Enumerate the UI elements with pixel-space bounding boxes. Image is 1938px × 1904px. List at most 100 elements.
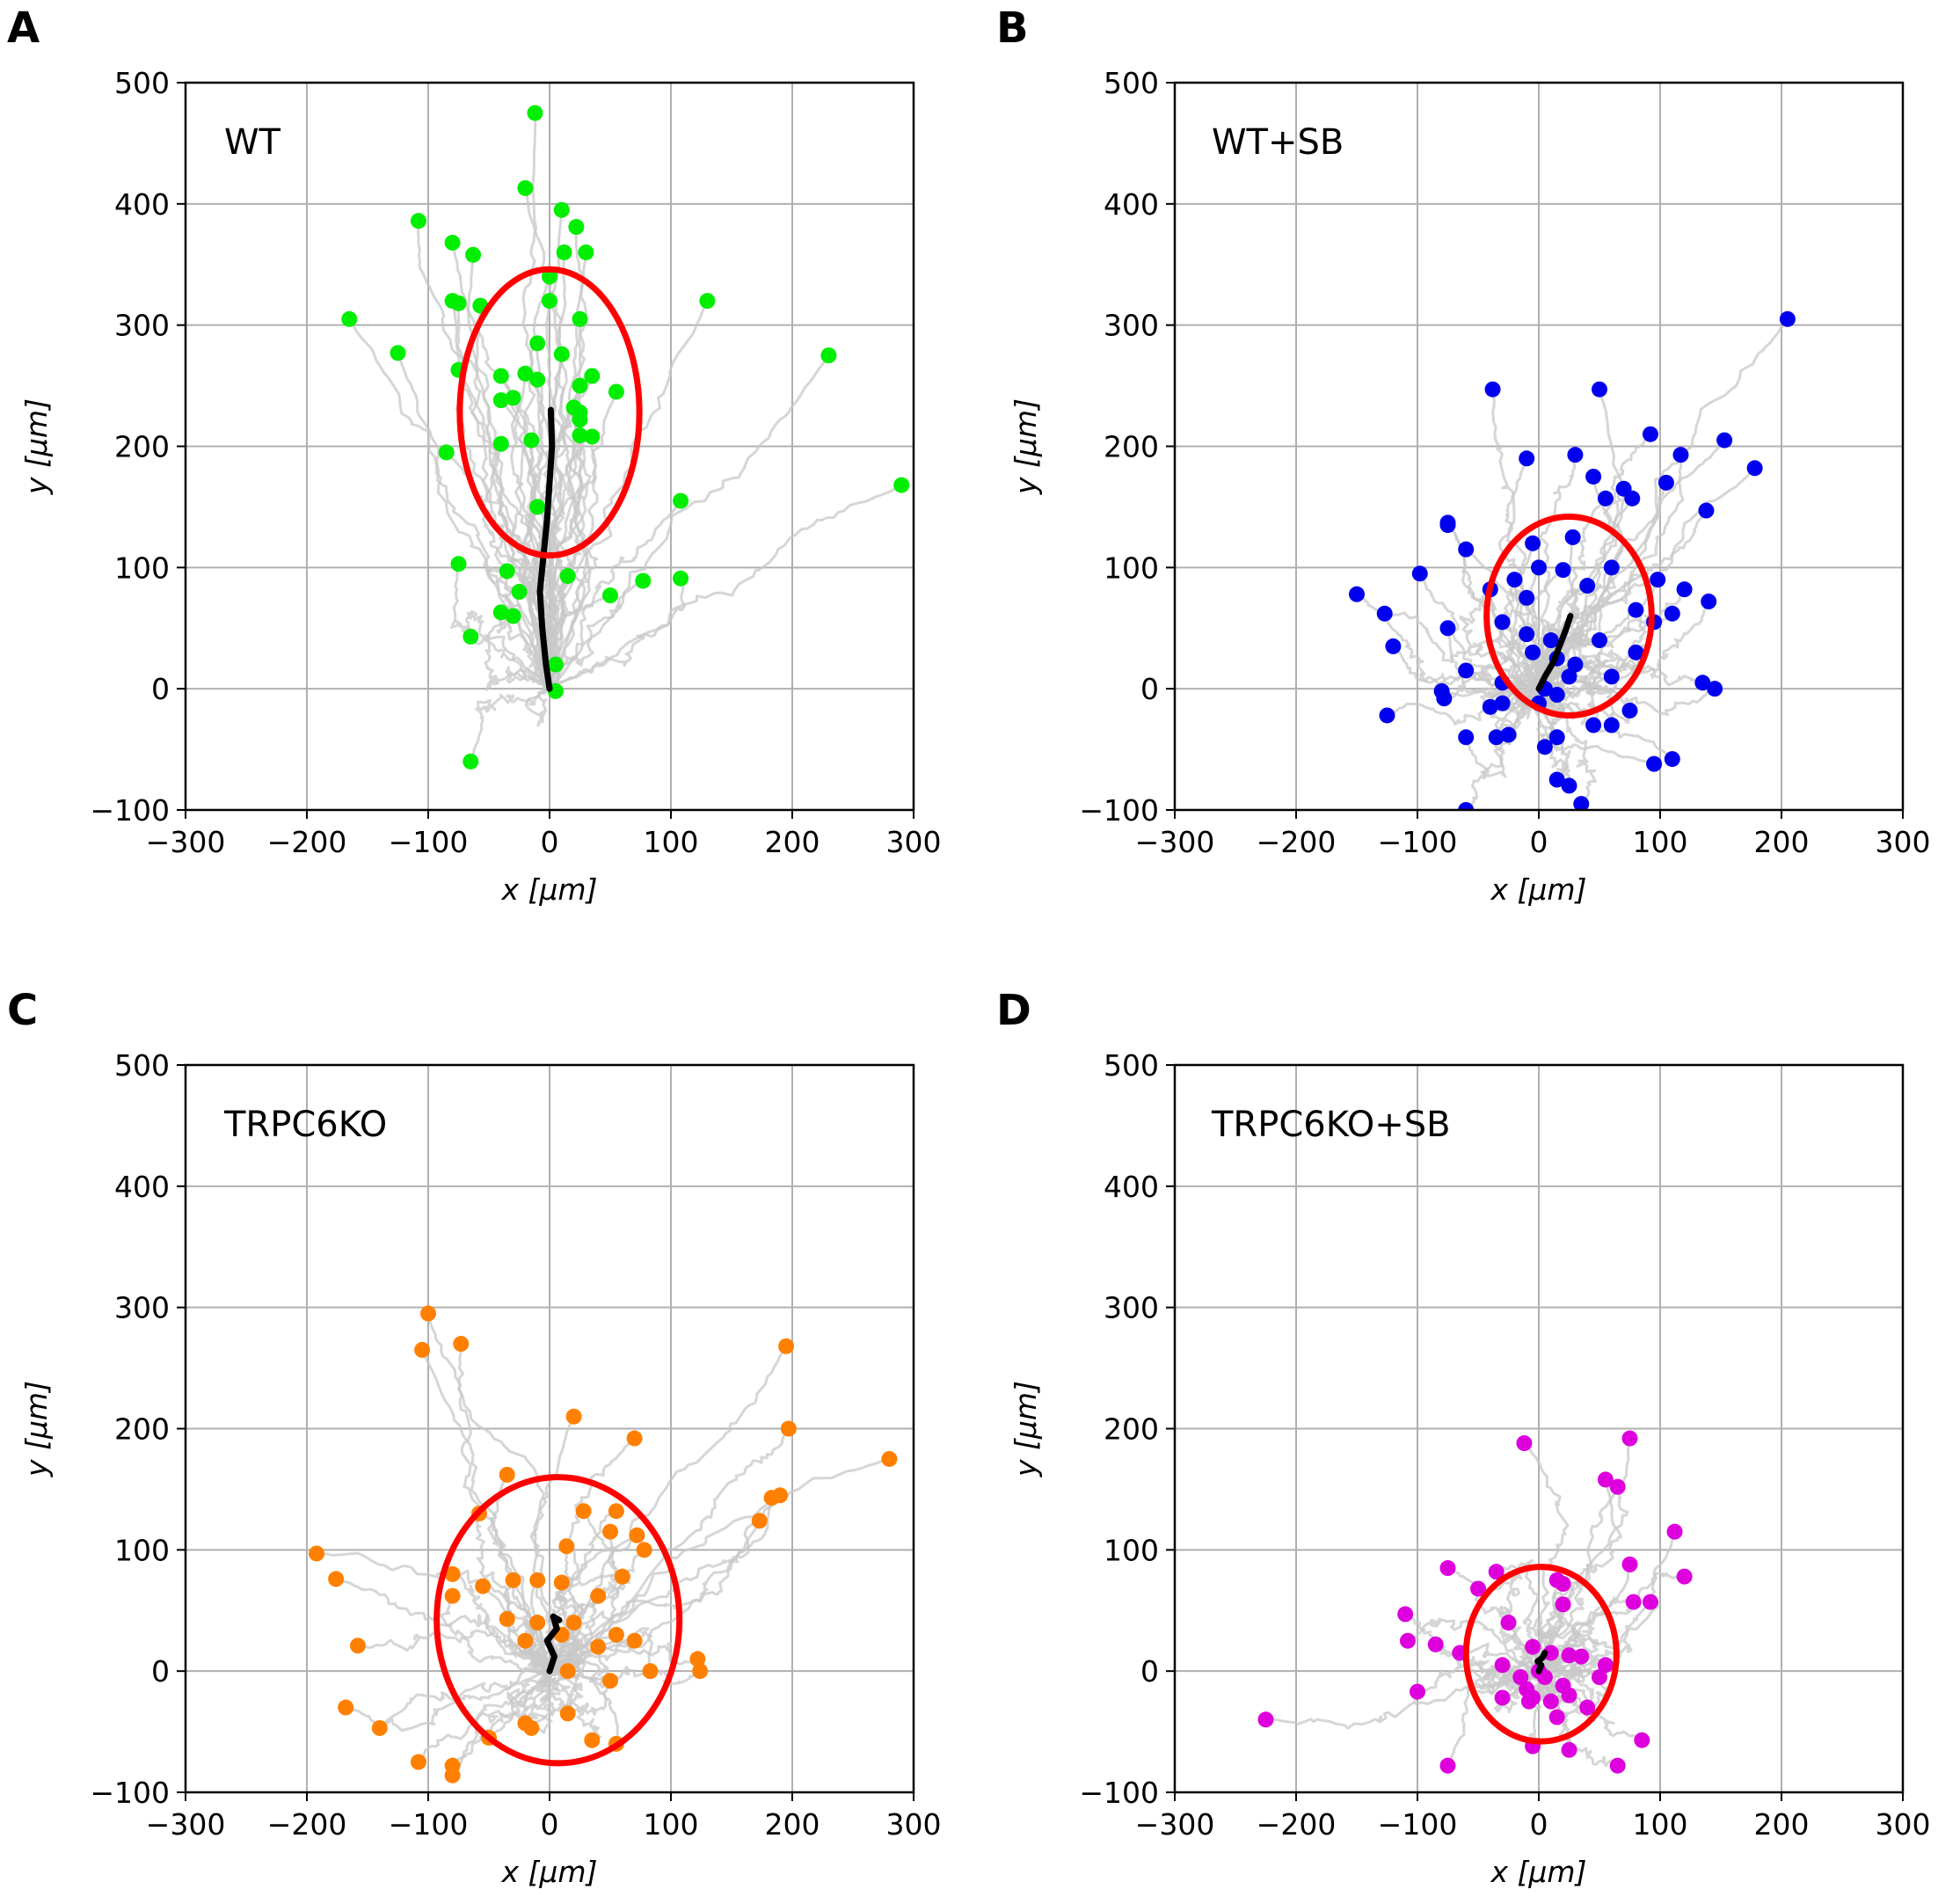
endpoint-point [565, 1615, 582, 1631]
endpoint-point [565, 1408, 582, 1425]
y-tick-label: 400 [114, 187, 170, 222]
endpoint-point [1701, 593, 1717, 609]
y-tick-label: −100 [1079, 1776, 1159, 1810]
endpoint-point [1555, 1596, 1571, 1613]
endpoint-point [1506, 572, 1523, 588]
endpoint-point [614, 1568, 630, 1585]
endpoint-point [1458, 541, 1475, 558]
endpoint-point [751, 1513, 768, 1529]
endpoint-point [1561, 668, 1577, 685]
trajectory [1538, 1669, 1643, 1741]
x-tick-label: −200 [1257, 825, 1337, 859]
panel-letter: A [7, 4, 40, 53]
y-tick-label: 300 [114, 1291, 170, 1325]
trajectory [548, 1427, 790, 1673]
endpoint-point [463, 753, 479, 770]
x-tick-label: 0 [541, 1807, 559, 1842]
y-tick-label: 300 [114, 309, 170, 343]
panel-title: WT [224, 122, 281, 163]
panel-title: TRPC6KO+SB [1211, 1105, 1451, 1145]
trajectory [548, 354, 830, 690]
endpoint-point [444, 1565, 461, 1582]
endpoint-point [1458, 729, 1475, 746]
endpoint-point [529, 371, 546, 388]
trajectory [518, 574, 551, 689]
endpoint-point [692, 1663, 709, 1680]
y-tick-label: 100 [1104, 1533, 1159, 1567]
endpoint-point [1573, 796, 1590, 810]
endpoint-point [511, 583, 528, 600]
y-tick-label: 300 [1104, 1291, 1159, 1325]
endpoint-point [558, 1538, 575, 1555]
endpoint-point [1579, 1699, 1596, 1716]
endpoint-point [584, 428, 601, 445]
panel-letter: B [996, 4, 1029, 53]
endpoint-point [1603, 559, 1620, 576]
endpoint-point [438, 444, 455, 461]
endpoint-point [492, 435, 509, 452]
endpoint-point [1579, 578, 1596, 595]
trajectory [484, 615, 551, 691]
endpoint-point [1634, 1732, 1650, 1748]
y-axis-label: y [μm] [1009, 1381, 1043, 1477]
trajectory [1524, 1617, 1553, 1702]
endpoint-point [499, 1610, 515, 1627]
x-tick-label: 300 [1876, 825, 1931, 859]
endpoint-point [1666, 1523, 1683, 1540]
trajectory [1538, 681, 1716, 716]
endpoint-point [1531, 559, 1547, 576]
mean-trajectory [1535, 613, 1574, 692]
trajectory [547, 1670, 601, 1741]
endpoint-point [1512, 1669, 1529, 1686]
endpoint-point [517, 1632, 534, 1649]
endpoint-point [635, 573, 652, 589]
y-tick-label: 400 [1104, 187, 1159, 222]
endpoint-point [1548, 771, 1565, 788]
endpoint-point [1621, 1556, 1638, 1572]
confidence-ellipse [1483, 513, 1655, 719]
y-tick-label: 200 [1104, 1412, 1159, 1447]
endpoint-point [1436, 690, 1453, 707]
trajectory [522, 1670, 553, 1734]
endpoint-point [1488, 729, 1504, 746]
x-tick-label: 200 [1754, 1807, 1810, 1842]
endpoint-point [1399, 1632, 1416, 1649]
x-tick-label: 100 [644, 825, 699, 859]
trajectory [1537, 688, 1597, 806]
y-axis-label: y [μm] [19, 398, 54, 495]
trajectory [1489, 686, 1541, 719]
endpoint-point [1520, 1693, 1537, 1710]
endpoint-point [1470, 1580, 1486, 1597]
endpoint-point [1385, 638, 1402, 654]
endpoint-point [608, 1503, 624, 1520]
endpoint-point [499, 563, 515, 580]
endpoint-point [1561, 777, 1577, 794]
trajectory [549, 578, 687, 690]
trajectory [548, 1573, 623, 1673]
mean-trajectory [543, 1613, 563, 1674]
trajectory [397, 352, 551, 689]
endpoint-point [1519, 589, 1535, 606]
endpoint-point [1410, 1683, 1425, 1700]
endpoint-point [1609, 1757, 1626, 1774]
trajectory [1494, 688, 1541, 739]
panel-b: −300 −200 −100 0 100 200 300 −100 0 100 200 300 400 5… [996, 4, 1931, 907]
endpoint-point [1746, 460, 1763, 477]
endpoint-point [584, 368, 601, 384]
trajectory [1446, 1670, 1541, 1767]
endpoint-point [1624, 490, 1641, 507]
endpoint-point [1542, 1693, 1559, 1710]
endpoint-point [505, 390, 521, 406]
x-tick-label: −100 [389, 1807, 469, 1842]
endpoint-point [309, 1545, 325, 1562]
endpoint-point [1597, 490, 1614, 507]
trajectory [486, 1474, 551, 1672]
plot-frame [1173, 81, 1905, 812]
endpoint-point [1676, 581, 1693, 598]
y-tick-label: −100 [90, 793, 170, 828]
endpoint-point [529, 335, 546, 352]
endpoint-point [1646, 755, 1663, 772]
endpoint-point [553, 346, 570, 362]
panel-a: −300 −200 −100 0 100 200 300 −100 0 100 200 300 400 5… [7, 4, 942, 907]
trajectory [548, 500, 682, 689]
